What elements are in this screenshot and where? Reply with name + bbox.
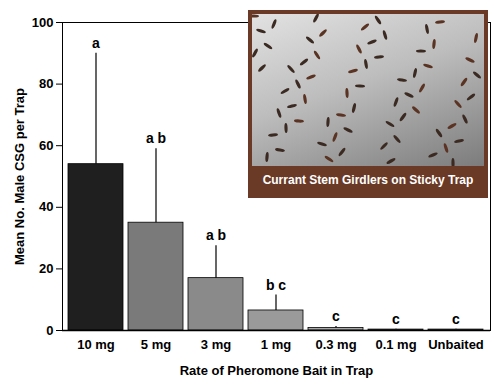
svg-text:Mean No. Male CSG per Trap: Mean No. Male CSG per Trap <box>12 88 27 265</box>
svg-text:3 mg: 3 mg <box>201 337 231 352</box>
svg-text:40: 40 <box>39 199 53 214</box>
svg-text:60: 60 <box>39 138 53 153</box>
svg-text:c: c <box>332 308 340 324</box>
svg-text:1 mg: 1 mg <box>261 337 291 352</box>
svg-text:c: c <box>392 311 400 327</box>
svg-text:10 mg: 10 mg <box>77 337 115 352</box>
svg-text:c: c <box>452 311 460 327</box>
svg-text:a b: a b <box>206 227 226 243</box>
svg-text:0.3 mg: 0.3 mg <box>315 337 356 352</box>
svg-text:5 mg: 5 mg <box>141 337 171 352</box>
svg-text:Rate of Pheromone Bait in Trap: Rate of Pheromone Bait in Trap <box>180 363 374 378</box>
svg-text:20: 20 <box>39 261 53 276</box>
svg-text:100: 100 <box>32 15 54 30</box>
svg-text:Unbaited: Unbaited <box>428 337 484 352</box>
svg-text:a: a <box>92 35 100 51</box>
svg-text:0.1 mg: 0.1 mg <box>375 337 416 352</box>
svg-text:a b: a b <box>146 130 166 146</box>
svg-text:80: 80 <box>39 76 53 91</box>
svg-text:b c: b c <box>266 277 286 293</box>
html-text:Currant Stem Girdlers on Stick: Currant Stem Girdlers on Sticky Trap <box>262 173 474 187</box>
svg-text:0: 0 <box>46 323 53 338</box>
